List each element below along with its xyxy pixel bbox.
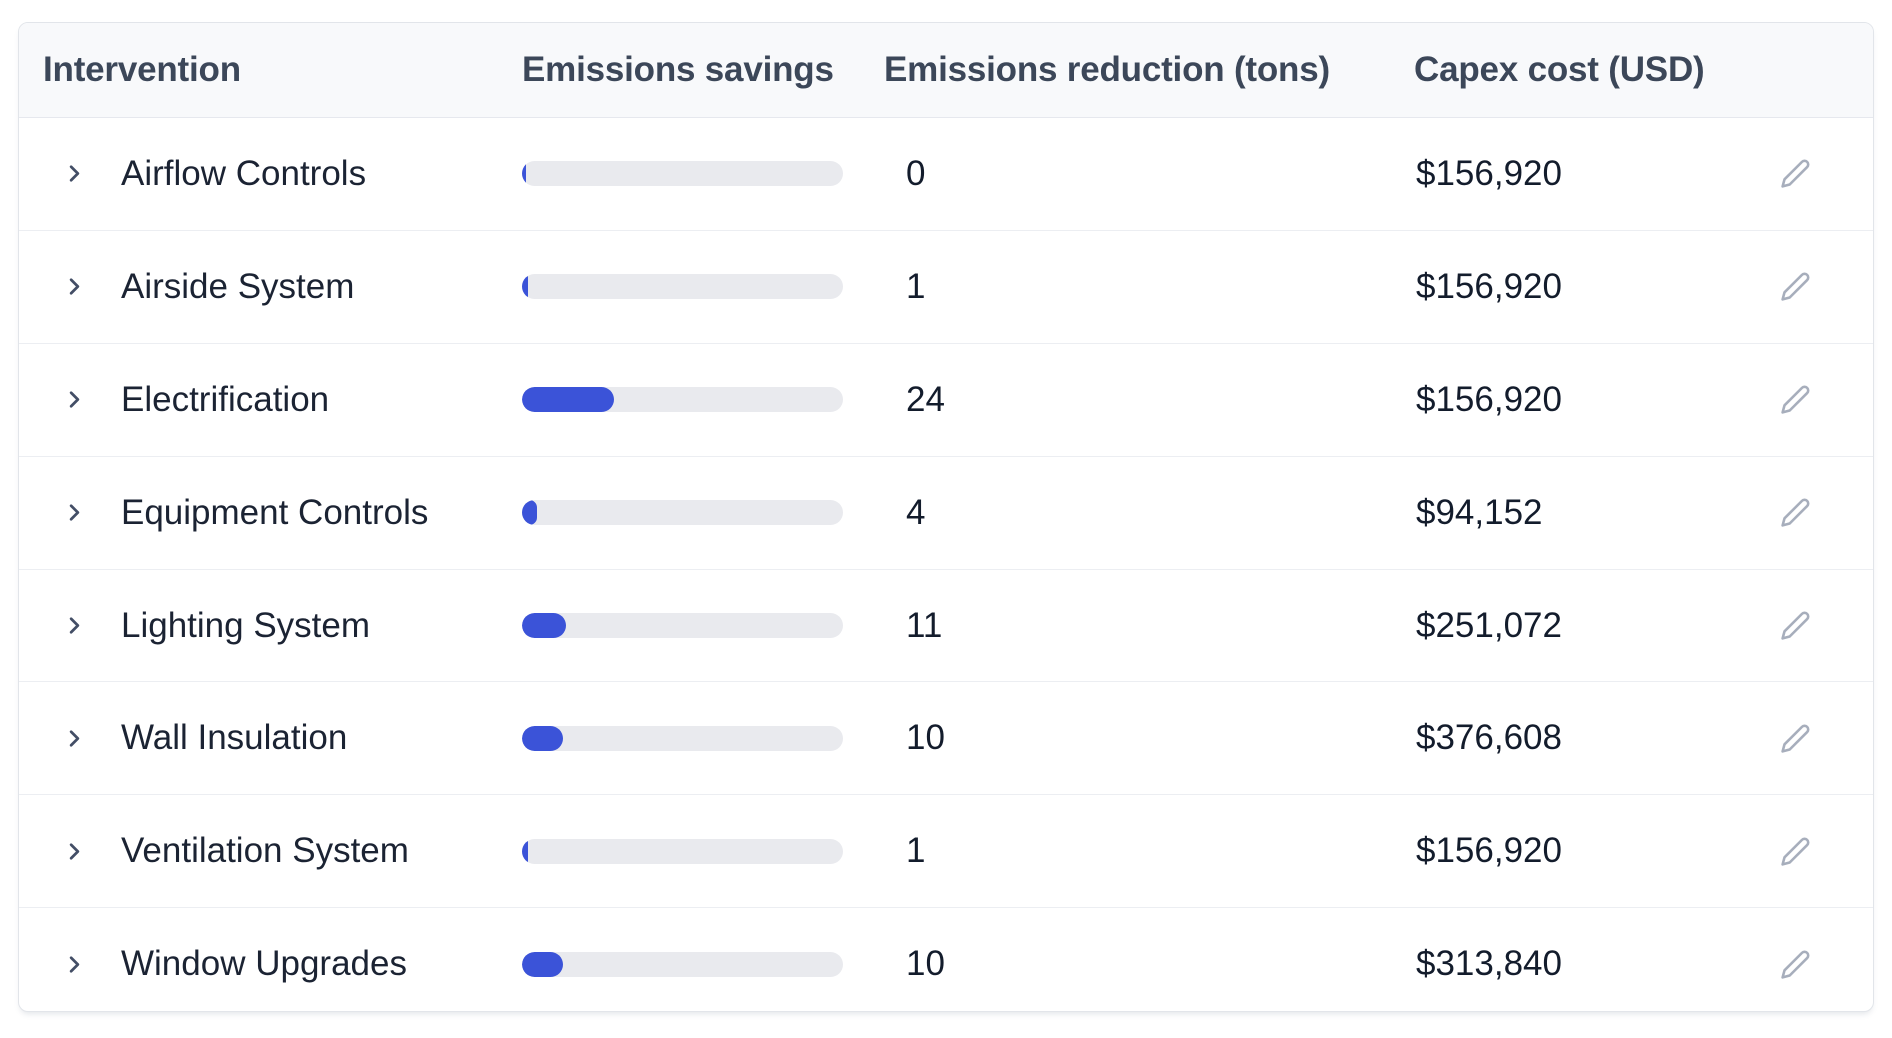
- expand-row-button[interactable]: [61, 273, 88, 300]
- edit-button[interactable]: [1779, 610, 1811, 642]
- chevron-right-icon: [69, 956, 80, 973]
- edit-button[interactable]: [1779, 384, 1811, 416]
- edit-button[interactable]: [1779, 948, 1811, 980]
- table-row: Airside System 1 $156,920: [19, 231, 1873, 344]
- emissions-reduction-value: 24: [906, 379, 945, 419]
- capex-cost-value: $156,920: [1416, 831, 1562, 871]
- chevron-right-icon: [69, 617, 80, 634]
- column-header-capex-cost: Capex cost (USD): [1414, 50, 1705, 89]
- intervention-name: Lighting System: [121, 605, 371, 645]
- intervention-name: Window Upgrades: [121, 944, 407, 984]
- edit-button[interactable]: [1779, 722, 1811, 754]
- emissions-savings-bar-fill: [522, 274, 529, 300]
- intervention-name: Electrification: [121, 379, 330, 419]
- table-row: Electrification 24 $156,920: [19, 344, 1873, 457]
- table-row: Equipment Controls 4 $94,152: [19, 457, 1873, 570]
- pencil-icon: [1780, 498, 1809, 527]
- intervention-name: Airflow Controls: [121, 153, 367, 193]
- edit-button[interactable]: [1779, 271, 1811, 303]
- table-header: Intervention Emissions savings Emissions…: [19, 23, 1873, 118]
- emissions-reduction-value: 4: [906, 492, 926, 532]
- emissions-savings-bar: [522, 274, 843, 300]
- intervention-name: Airside System: [121, 266, 355, 306]
- chevron-right-icon: [69, 165, 80, 183]
- emissions-savings-bar: [522, 725, 843, 751]
- pencil-icon: [1780, 385, 1809, 414]
- expand-row-button[interactable]: [61, 725, 88, 752]
- capex-cost-value: $251,072: [1416, 605, 1562, 645]
- edit-button[interactable]: [1779, 835, 1811, 867]
- emissions-savings-bar: [522, 500, 843, 526]
- edit-button[interactable]: [1779, 497, 1811, 529]
- pencil-icon: [1780, 837, 1809, 866]
- pencil-icon: [1780, 950, 1809, 979]
- expand-row-button[interactable]: [61, 612, 88, 639]
- expand-row-button[interactable]: [61, 951, 88, 978]
- intervention-name: Equipment Controls: [121, 492, 429, 532]
- table-row: Window Upgrades 10 $313,840: [19, 908, 1873, 1011]
- emissions-savings-bar-fill: [522, 951, 564, 977]
- table-body: Airflow Controls 0 $156,920: [19, 118, 1873, 1011]
- emissions-savings-bar: [522, 613, 843, 638]
- expand-row-button[interactable]: [61, 838, 88, 865]
- pencil-icon: [1780, 724, 1809, 753]
- emissions-reduction-value: 11: [906, 605, 943, 645]
- expand-row-button[interactable]: [61, 499, 88, 526]
- emissions-savings-bar-fill: [522, 725, 564, 751]
- pencil-icon: [1780, 611, 1809, 640]
- emissions-savings-bar-fill: [522, 500, 538, 526]
- capex-cost-value: $313,840: [1416, 944, 1562, 984]
- emissions-reduction-value: 10: [906, 718, 945, 758]
- chevron-right-icon: [69, 278, 80, 295]
- pencil-icon: [1780, 159, 1809, 189]
- expand-row-button[interactable]: [61, 160, 88, 187]
- column-header-emissions-reduction: Emissions reduction (tons): [884, 50, 1330, 89]
- capex-cost-value: $156,920: [1416, 266, 1562, 306]
- column-header-intervention: Intervention: [43, 50, 241, 89]
- emissions-savings-bar-fill: [522, 161, 526, 187]
- edit-button[interactable]: [1779, 158, 1811, 190]
- capex-cost-value: $156,920: [1416, 379, 1562, 419]
- emissions-savings-bar: [522, 838, 843, 864]
- intervention-name: Wall Insulation: [121, 718, 348, 758]
- emissions-savings-bar: [522, 161, 843, 187]
- chevron-right-icon: [69, 391, 80, 408]
- emissions-reduction-value: 0: [906, 153, 926, 193]
- emissions-savings-bar: [522, 387, 843, 413]
- expand-row-button[interactable]: [61, 386, 88, 413]
- chevron-right-icon: [69, 730, 80, 747]
- interventions-table: Intervention Emissions savings Emissions…: [18, 22, 1874, 1012]
- capex-cost-value: $156,920: [1416, 153, 1562, 193]
- capex-cost-value: $376,608: [1416, 718, 1562, 758]
- emissions-savings-bar: [522, 951, 843, 977]
- emissions-reduction-value: 1: [906, 831, 926, 871]
- chevron-right-icon: [69, 504, 80, 521]
- emissions-reduction-value: 10: [906, 944, 945, 984]
- table-row: Airflow Controls 0 $156,920: [19, 118, 1873, 231]
- chevron-right-icon: [69, 843, 80, 860]
- pencil-icon: [1780, 272, 1809, 302]
- capex-cost-value: $94,152: [1416, 492, 1543, 532]
- emissions-savings-bar-fill: [522, 613, 566, 638]
- emissions-reduction-value: 1: [906, 266, 926, 306]
- table-row: Wall Insulation 10 $376,608: [19, 682, 1873, 796]
- table-row: Lighting System 11 $251,072: [19, 570, 1873, 683]
- column-header-emissions-savings: Emissions savings: [522, 50, 834, 89]
- intervention-name: Ventilation System: [121, 831, 409, 871]
- emissions-savings-bar-fill: [522, 387, 615, 413]
- table-row: Ventilation System 1 $156,920: [19, 795, 1873, 909]
- emissions-savings-bar-fill: [522, 838, 529, 864]
